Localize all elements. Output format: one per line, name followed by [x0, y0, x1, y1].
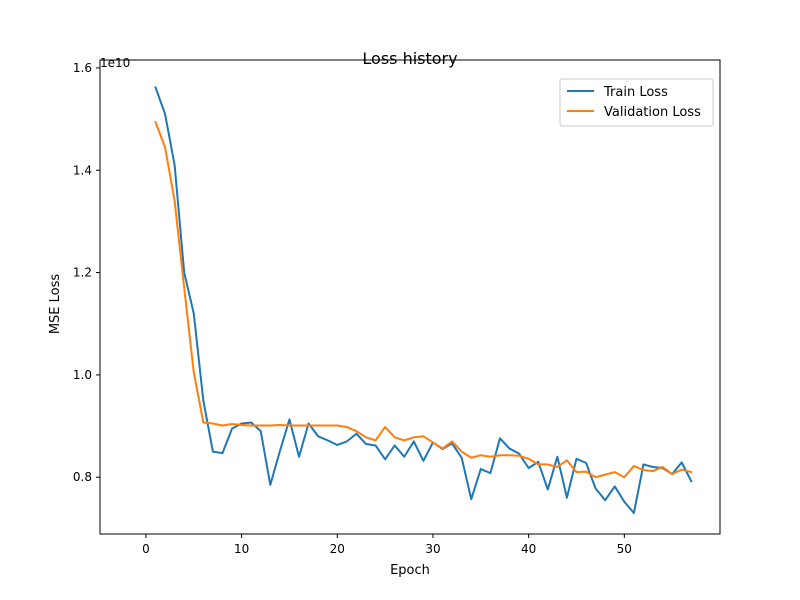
plot-frame: [99, 59, 721, 535]
y-axis-offset-label: 1e10: [100, 56, 130, 70]
legend-box: [559, 78, 714, 127]
x-axis-ticks: 0 10 20 30 40 50: [142, 534, 632, 556]
y-tick-label: 0.8: [73, 470, 92, 484]
y-tick-label: 1.6: [73, 61, 92, 75]
series-layer: [154, 86, 693, 515]
legend-label-train-loss: Train Loss: [603, 85, 668, 100]
series-line-validation-loss: [154, 120, 693, 479]
plot-area: [100, 60, 720, 534]
legend: Train Loss Validation Loss: [559, 78, 714, 127]
chart-title: Loss history: [362, 49, 457, 68]
x-tick-label: 10: [234, 542, 249, 556]
x-tick-label: 40: [521, 542, 536, 556]
series-line-train-loss: [154, 86, 693, 515]
x-tick-label: 30: [425, 542, 440, 556]
y-tick-label: 1.2: [73, 266, 92, 280]
y-tick-label: 1.4: [73, 163, 92, 177]
y-axis-ticks: 0.8 1.0 1.2 1.4 1.6: [73, 61, 100, 484]
y-axis-label: MSE Loss: [48, 274, 63, 335]
y-tick-label: 1.0: [73, 368, 92, 382]
x-tick-label: 20: [330, 542, 345, 556]
x-axis-label: Epoch: [390, 563, 430, 578]
x-tick-label: 50: [617, 542, 632, 556]
legend-label-validation-loss: Validation Loss: [604, 105, 701, 120]
x-tick-label: 0: [142, 542, 150, 556]
